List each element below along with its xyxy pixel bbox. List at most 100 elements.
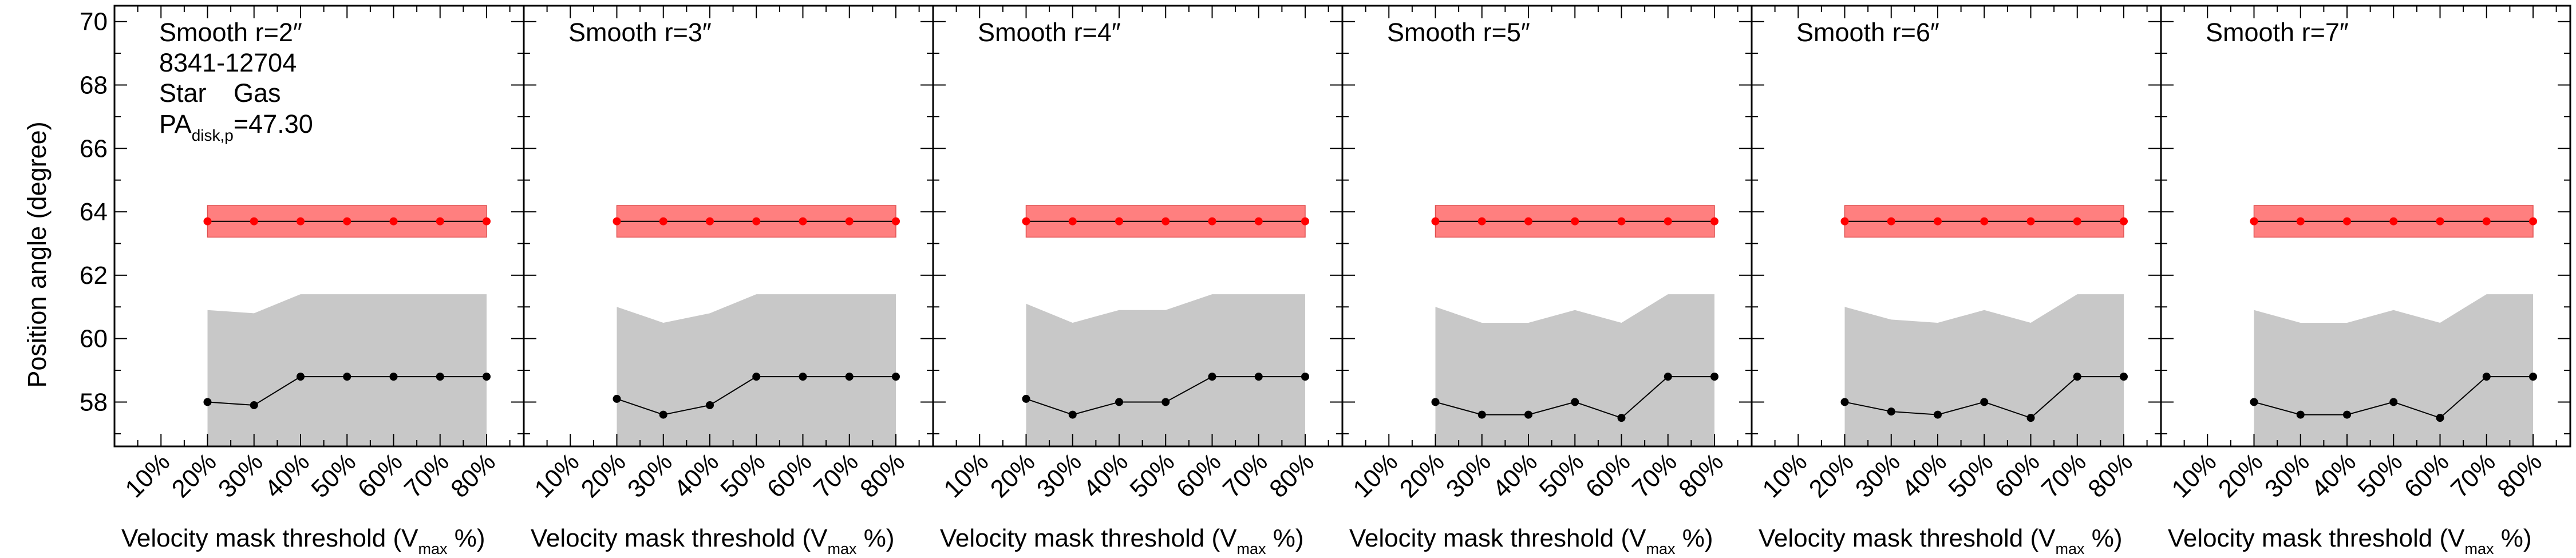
x-tick-label: 20% [576,448,631,503]
star-point [1980,398,1989,406]
star-uncertainty-band [2254,294,2533,446]
star-point [1022,394,1030,403]
x-tick-label: 50% [1124,448,1180,503]
x-tick-label: 40% [1897,448,1952,503]
gas-point [2250,217,2258,225]
gas-point [1115,217,1123,225]
x-tick-label: 50% [715,448,771,503]
y-tick-label: 66 [80,134,108,163]
star-point [1710,373,1718,381]
x-tick-label: 40% [1487,448,1543,503]
gas-point [1664,217,1672,225]
gas-point [1161,217,1170,225]
gas-point [483,217,491,225]
panels: 5860626466687010%20%30%40%50%60%70%80%Ve… [80,5,2571,557]
star-point [1115,398,1123,406]
star-uncertainty-band [617,294,896,446]
x-tick-label: 10% [938,448,994,503]
gas-point [297,217,305,225]
y-tick-label: 64 [80,198,108,226]
x-tick-label: 50% [1943,448,1998,503]
gas-point [659,217,667,225]
x-tick-label: 60% [353,448,408,503]
gas-point [343,217,351,225]
gas-point [1068,217,1077,225]
star-point [2529,373,2537,381]
panel-6: 10%20%30%40%50%60%70%80% Velocity mask th… [2160,5,2571,557]
panel-label: Smooth r=4″ [978,18,1121,47]
gas-point [706,217,714,225]
x-axis-title: Velocity mask threshold (Vmax %) [940,524,1303,557]
gas-point [2529,217,2537,225]
gas-point [892,217,900,225]
x-tick-label: 60% [762,448,817,503]
panel-1: 58 60 62 64 66 68 70 10%20%30%40%50%60%70%80% Ve… [80,5,525,557]
x-tick-label: 80% [1264,448,1319,503]
star-point [706,401,714,409]
x-tick-label: 30% [1441,448,1496,503]
x-tick-label: 70% [1627,448,1682,503]
star-point [483,373,491,381]
x-tick-label: 30% [622,448,678,503]
gas-point [250,217,258,225]
panel-label: Smooth r=6″ [1796,18,1939,47]
star-point [250,401,258,409]
x-tick-label: 20% [1394,448,1450,503]
gas-point [1022,217,1030,225]
panel-5: 10%20%30%40%50%60%70%80% Velocity mask th… [1751,5,2162,557]
x-tick-label: 10% [1348,448,1403,503]
star-point [2026,414,2035,422]
star-point [1068,410,1077,419]
x-tick-label: 80% [2083,448,2138,503]
star-point [892,373,900,381]
star-point [1301,373,1309,381]
star-point [436,373,444,381]
gas-point [1571,217,1579,225]
star-uncertainty-band [207,294,487,446]
gas-point [2026,217,2035,225]
panel-4: 10%20%30%40%50%60%70%80% Velocity mask th… [1341,5,1753,557]
x-tick-label: 30% [213,448,268,503]
gas-point [1524,217,1532,225]
x-tick-label: 10% [120,448,175,503]
gas-point [1254,217,1263,225]
x-tick-label: 40% [1078,448,1133,503]
gas-point [1208,217,1216,225]
gas-point [389,217,398,225]
x-tick-label: 20% [1804,448,1859,503]
star-uncertainty-band [1435,294,1714,446]
star-uncertainty-band [1026,294,1305,446]
gas-point [1710,217,1718,225]
star-point [1887,407,1895,416]
star-point [297,373,305,381]
star-point [1161,398,1170,406]
x-tick-label: 40% [669,448,724,503]
panel-label: Smooth r=3″ [568,18,712,47]
gas-point [1934,217,1942,225]
y-tick-label: 60 [80,325,108,353]
star-point [203,398,212,406]
x-tick-label: 60% [2399,448,2455,503]
star-point [1254,373,1263,381]
gas-point [2389,217,2398,225]
gas-point [752,217,761,225]
gas-point [1840,217,1849,225]
gas-point [2436,217,2444,225]
star-point [1934,410,1942,419]
gas-point [436,217,444,225]
star-uncertainty-band [1844,294,2124,446]
gas-point [2073,217,2081,225]
x-tick-label: 50% [1534,448,1589,503]
star-point [2436,414,2444,422]
x-tick-label: 60% [1581,448,1636,503]
panel-2: 10%20%30%40%50%60%70%80% Velocity mask th… [523,5,934,557]
x-tick-label: 60% [1990,448,2045,503]
star-point [1524,410,1532,419]
star-point [1664,373,1672,381]
y-tick-label: 58 [80,388,108,416]
x-tick-label: 70% [808,448,864,503]
x-tick-label: 20% [985,448,1041,503]
star-point [659,410,667,419]
x-axis-title: Velocity mask threshold (Vmax %) [2168,524,2531,557]
